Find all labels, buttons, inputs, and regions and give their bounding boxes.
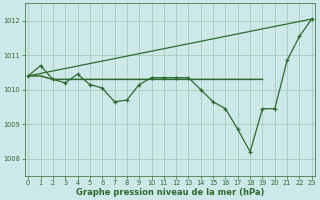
- X-axis label: Graphe pression niveau de la mer (hPa): Graphe pression niveau de la mer (hPa): [76, 188, 264, 197]
